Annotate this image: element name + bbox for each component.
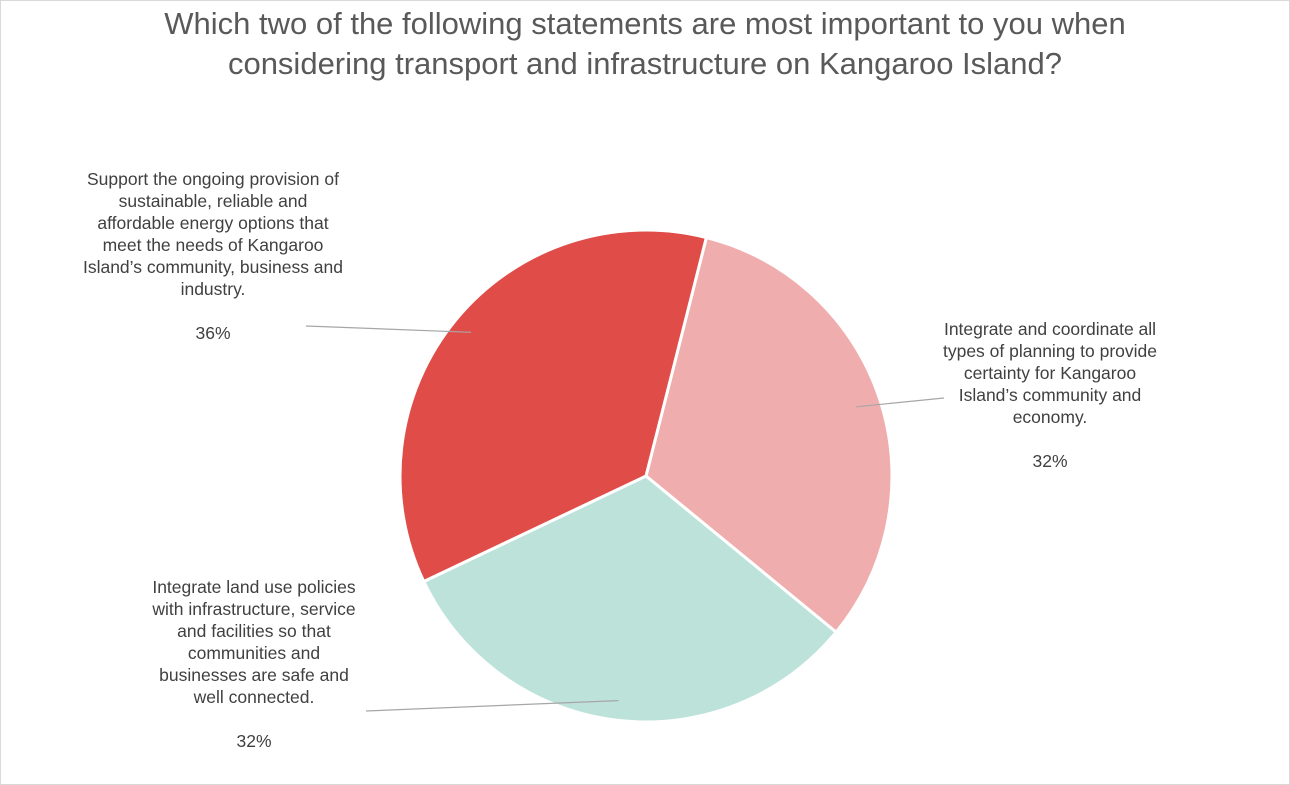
leader-line [856,397,945,408]
slice-label-land-use: Integrate land use policies with infrast… [152,577,356,751]
slice-label-energy: Support the ongoing provision of sustain… [82,169,344,343]
chart-title: Which two of the following statements ar… [164,6,1126,81]
leader-line [365,700,619,712]
pie-slice-energy [398,228,708,584]
leader-line [305,325,472,333]
pie-slice-planning [644,236,894,634]
pie-slice-land-use [422,474,838,724]
slice-label-planning: Integrate and coordinate all types of pl… [942,319,1158,471]
